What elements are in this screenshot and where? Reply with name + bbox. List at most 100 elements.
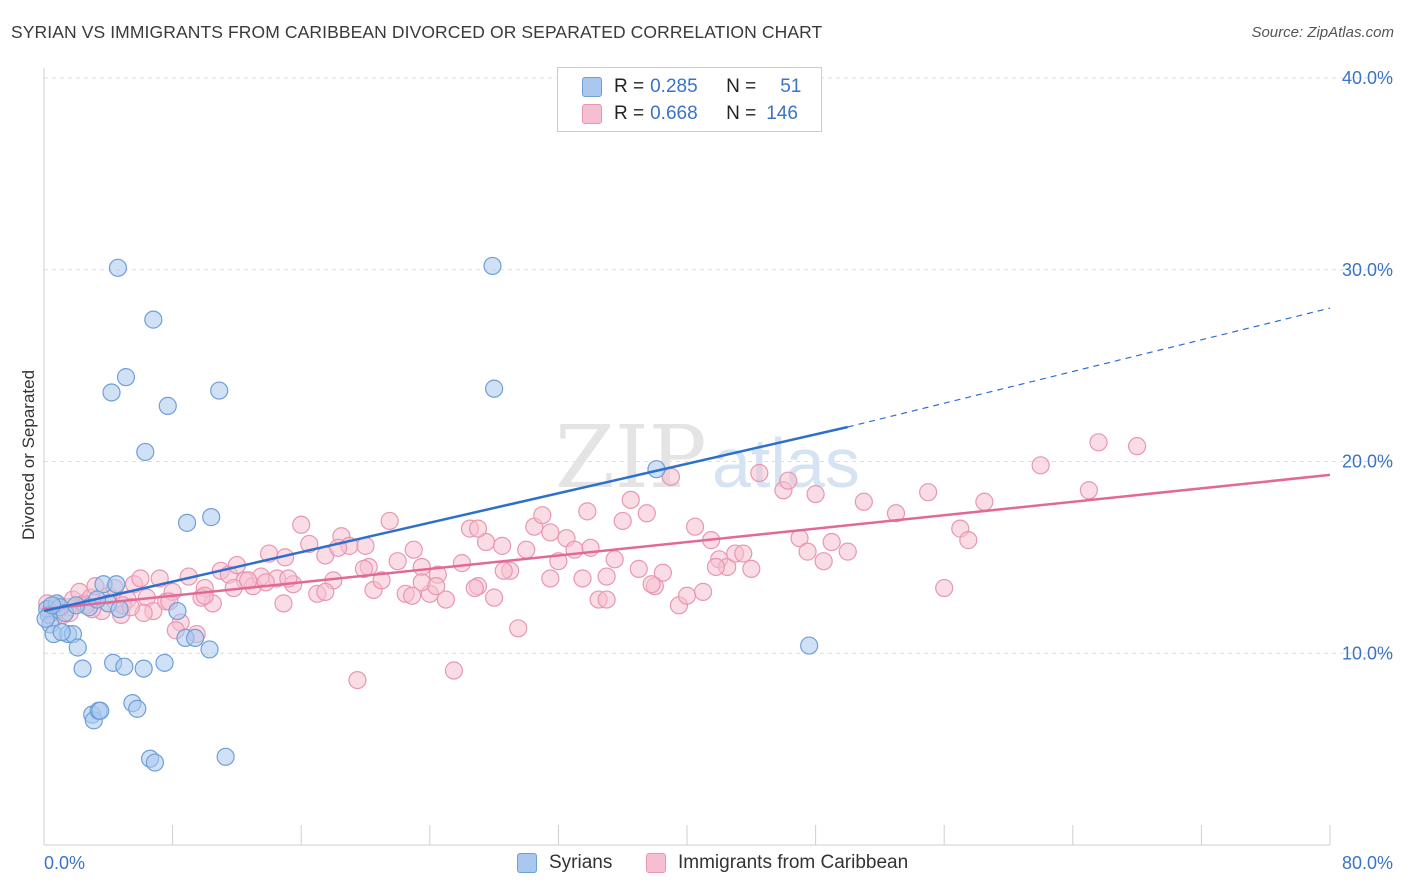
- point-caribbean: [452, 554, 472, 573]
- point-caribbean: [1079, 481, 1098, 500]
- point-caribbean: [1031, 456, 1050, 475]
- legend-row-caribbean: R = 0.668 N = 146: [558, 101, 798, 127]
- point-caribbean: [919, 483, 938, 502]
- legend-swatch-blue: [582, 77, 602, 97]
- point-syrian: [134, 659, 153, 678]
- point-caribbean: [256, 573, 275, 592]
- legend-r-value: 0.668: [650, 103, 698, 124]
- point-caribbean: [354, 559, 373, 578]
- x-tick-label: 0.0%: [44, 853, 85, 873]
- point-caribbean: [779, 471, 798, 490]
- point-syrian: [177, 513, 197, 532]
- point-syrian: [73, 659, 92, 678]
- legend-r-label: R =: [614, 76, 645, 97]
- point-syrian: [168, 601, 187, 621]
- point-caribbean: [316, 582, 335, 601]
- point-caribbean: [706, 557, 726, 577]
- point-caribbean: [195, 586, 214, 605]
- tick-labels: 10.0% 20.0% 30.0% 40.0% 0.0% 80.0%: [44, 68, 1393, 873]
- point-caribbean: [372, 571, 391, 590]
- series-legend-label: Immigrants from Caribbean: [678, 852, 909, 873]
- point-caribbean: [975, 492, 994, 511]
- point-caribbean: [621, 490, 640, 509]
- point-syrian: [68, 638, 87, 657]
- point-caribbean: [959, 531, 978, 550]
- series-legend-label: Syrians: [549, 852, 613, 873]
- point-caribbean: [806, 484, 825, 504]
- point-caribbean: [693, 582, 713, 601]
- point-caribbean: [750, 463, 769, 483]
- y-tick-label: 20.0%: [1342, 452, 1393, 472]
- point-caribbean: [605, 550, 624, 569]
- point-caribbean: [597, 590, 616, 609]
- point-caribbean: [653, 563, 672, 582]
- point-syrian: [144, 310, 163, 329]
- point-syrian: [145, 753, 165, 772]
- series-legend-syrians[interactable]: Syrians: [517, 852, 612, 874]
- point-caribbean: [274, 594, 293, 613]
- point-caribbean: [637, 504, 656, 523]
- point-syrian: [210, 381, 229, 400]
- point-caribbean: [838, 542, 857, 561]
- series-legend-caribbean[interactable]: Immigrants from Caribbean: [646, 852, 908, 874]
- point-caribbean: [798, 542, 817, 561]
- point-syrian: [102, 383, 121, 402]
- point-syrian: [115, 657, 134, 676]
- point-caribbean: [814, 552, 833, 571]
- series-syrians: [36, 256, 819, 772]
- axes: [43, 68, 1331, 846]
- point-caribbean: [935, 578, 954, 598]
- y-tick-label: 40.0%: [1342, 68, 1393, 88]
- point-caribbean: [642, 575, 661, 594]
- point-caribbean: [493, 536, 512, 555]
- source-note: Source: ZipAtlas.com: [1251, 24, 1394, 41]
- legend-n-value: 146: [766, 103, 798, 124]
- point-caribbean: [494, 561, 513, 580]
- point-syrian: [186, 628, 205, 648]
- point-syrian: [91, 701, 110, 720]
- point-caribbean: [597, 567, 616, 586]
- point-syrian: [116, 368, 136, 387]
- point-caribbean: [613, 511, 632, 531]
- point-caribbean: [541, 523, 560, 542]
- legend-n-value: 51: [780, 76, 802, 97]
- point-caribbean: [578, 502, 597, 521]
- point-caribbean: [629, 559, 648, 578]
- legend-r-value: 0.285: [650, 76, 698, 97]
- y-tick-label: 10.0%: [1342, 643, 1393, 663]
- point-syrian: [108, 258, 128, 277]
- point-syrian: [155, 653, 174, 672]
- point-caribbean: [854, 492, 873, 511]
- trend-line-syrians: [43, 425, 849, 613]
- point-caribbean: [404, 540, 423, 559]
- series-swatch-pink: [646, 853, 666, 873]
- point-syrian: [202, 508, 221, 527]
- point-caribbean: [734, 544, 753, 563]
- point-caribbean: [348, 670, 367, 690]
- point-caribbean: [517, 540, 536, 559]
- y-axis-label: Divorced or Separated: [19, 370, 38, 540]
- point-syrian: [107, 575, 126, 594]
- point-caribbean: [886, 504, 906, 523]
- legend-n-label: N =: [726, 76, 757, 97]
- point-syrian: [128, 699, 147, 718]
- point-syrian: [800, 636, 819, 655]
- point-syrian: [200, 640, 219, 659]
- legend-row-syrians: R = 0.285 N = 51: [558, 74, 801, 100]
- point-caribbean: [485, 588, 504, 607]
- x-tick-label: 80.0%: [1342, 853, 1393, 873]
- point-syrian: [158, 396, 177, 415]
- legend-swatch-pink: [582, 104, 602, 124]
- chart-title: SYRIAN VS IMMIGRANTS FROM CARIBBEAN DIVO…: [11, 22, 823, 42]
- point-caribbean: [822, 532, 841, 552]
- point-syrian: [485, 379, 504, 398]
- point-caribbean: [380, 511, 399, 531]
- series-legend: Syrians Immigrants from Caribbean: [0, 852, 1406, 876]
- point-caribbean: [468, 519, 488, 538]
- point-caribbean: [403, 586, 422, 605]
- point-syrian: [483, 256, 502, 276]
- trend-line-caribbean: [43, 473, 1331, 611]
- trend-line-syrians-extension: [847, 307, 1331, 428]
- point-syrian: [216, 747, 235, 766]
